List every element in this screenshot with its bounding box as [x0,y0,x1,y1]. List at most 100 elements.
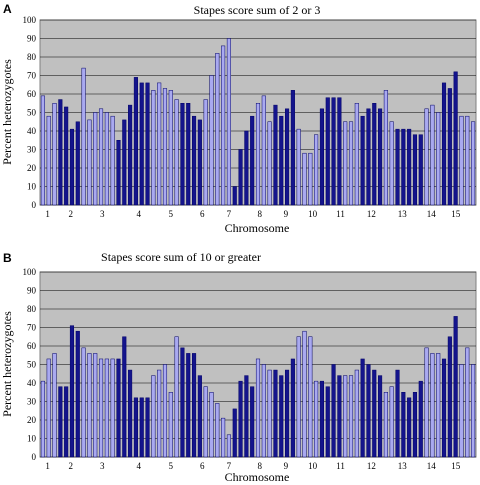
x-tick-label: 5 [169,461,174,471]
panel-b-x-ticks: 12345678910111213141516171819 [45,461,461,471]
bar [232,408,237,458]
bar [308,152,313,206]
y-tick-label: 90 [27,286,37,296]
bar [261,95,266,206]
x-tick-label: 11 [336,461,345,471]
y-tick-label: 50 [27,108,37,118]
panel-a-y-axis-label: Percent heterozygotes [0,59,14,165]
bar [40,95,45,206]
bar [319,108,324,206]
bar [226,434,231,458]
bar [453,71,458,206]
bar [447,88,452,206]
x-tick-label: 9 [284,461,289,471]
bar [412,392,418,458]
bar [337,375,342,458]
bar [250,386,255,458]
bar [128,369,133,458]
bar [389,386,394,458]
x-tick-label: 1 [45,209,50,219]
bar [255,103,261,206]
x-tick-label: 1 [45,461,50,471]
bar [354,103,359,206]
bar [424,347,429,458]
bar [366,364,371,458]
x-tick-label: 7 [227,209,232,219]
bar [372,103,377,206]
bar [337,97,342,206]
bar [232,186,237,206]
bar [186,353,191,458]
y-tick-label: 90 [27,34,37,44]
bar [64,106,69,206]
x-tick-label: 8 [257,461,262,471]
bar [168,392,173,458]
panel-b-label: B [3,251,12,265]
bar [331,364,336,458]
y-tick-label: 30 [27,397,37,407]
panel-a-bars [40,38,476,206]
bar [40,380,45,458]
x-tick-label: 3 [100,209,105,219]
bar [314,134,319,206]
bar [58,99,63,206]
bar [46,115,51,206]
y-tick-label: 70 [27,323,37,333]
bar [110,115,115,206]
bar [267,369,272,458]
bar [366,108,371,206]
bar [93,112,98,206]
bar [348,375,354,458]
bar [296,336,301,458]
bar [133,77,138,206]
bar [407,128,412,206]
bar [302,152,307,206]
bar [226,38,231,206]
bar [465,115,470,206]
x-tick-label: 4 [137,209,142,219]
x-tick-label: 8 [257,209,262,219]
bar [447,336,452,458]
bar [122,119,127,206]
bar [145,82,150,206]
bar [360,358,365,458]
y-tick-label: 0 [32,452,37,462]
bar [104,358,109,458]
bar [401,128,406,206]
bar [348,121,354,206]
y-tick-label: 40 [27,378,37,388]
bar [64,386,69,458]
bar [290,90,295,206]
bar [157,82,162,206]
bar [285,108,290,206]
bar [279,115,284,206]
bar [441,82,447,206]
bar [418,380,423,458]
bar [238,149,243,206]
y-tick-label: 20 [27,415,37,425]
x-tick-label: 3 [100,461,105,471]
bar [180,347,185,458]
bar [221,45,226,206]
bar [372,369,377,458]
y-tick-label: 60 [27,89,37,99]
bar [104,112,109,206]
bar [389,121,394,206]
bar [93,353,98,458]
bar [250,115,255,206]
y-tick-label: 60 [27,341,37,351]
bar [87,119,92,206]
bar [424,108,429,206]
bar [139,397,144,458]
bar [261,364,266,458]
panel-a-label: A [3,2,12,16]
y-tick-label: 30 [27,145,37,155]
x-tick-label: 15 [451,461,461,471]
y-tick-label: 100 [23,15,37,25]
y-tick-label: 0 [32,200,37,210]
panel-a-title: Stapes score sum of 2 or 3 [194,3,321,17]
bar [81,67,86,206]
bar [52,103,57,206]
bar [238,380,243,458]
bar [203,386,208,458]
